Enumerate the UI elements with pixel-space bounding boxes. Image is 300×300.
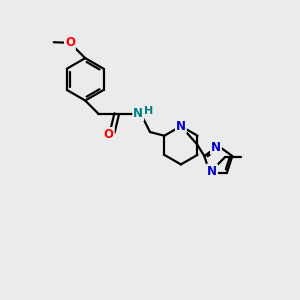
Text: O: O: [104, 128, 114, 141]
Text: N: N: [176, 120, 186, 133]
Text: H: H: [145, 106, 154, 116]
Text: O: O: [65, 36, 75, 49]
Text: N: N: [133, 107, 143, 120]
Text: N: N: [207, 164, 217, 178]
Text: N: N: [211, 141, 221, 154]
